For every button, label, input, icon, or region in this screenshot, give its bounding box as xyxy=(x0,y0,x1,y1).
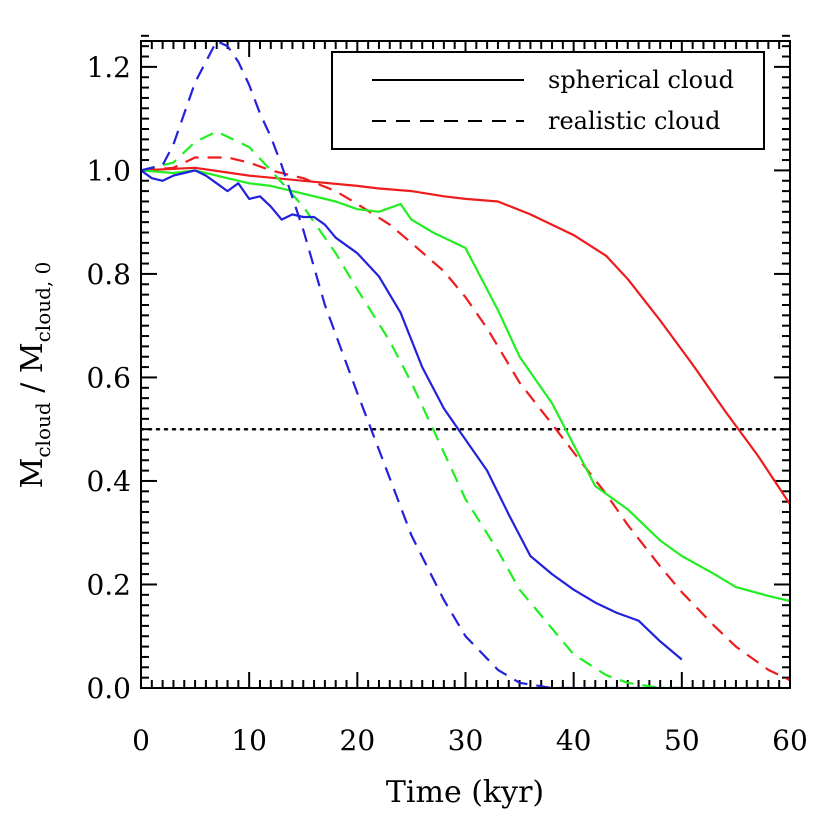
x-axis-label: Time (kyr) xyxy=(386,775,544,810)
series-line-1 xyxy=(141,156,790,682)
x-tick-label: 20 xyxy=(340,724,376,757)
y-tick-label: 0.4 xyxy=(86,465,131,498)
y-tick-label: 0.2 xyxy=(86,568,131,601)
x-tick-label: 10 xyxy=(231,724,267,757)
series-line-3 xyxy=(141,130,682,688)
series-line-2 xyxy=(141,169,790,603)
y-tick-label: 1.0 xyxy=(86,154,131,187)
y-label-sep: / M xyxy=(15,342,50,402)
legend-label-spherical: spherical cloud xyxy=(548,66,734,94)
tick-labels: 0 10 20 30 40 50 60 0.0 0.2 0.4 0.6 0.8 1.0 1.2 xyxy=(86,51,807,757)
x-tick-label: 60 xyxy=(772,724,808,757)
series-line-0 xyxy=(141,166,790,505)
y-tick-label: 0.0 xyxy=(86,672,131,705)
legend-label-realistic: realistic cloud xyxy=(548,107,720,135)
series-line-4 xyxy=(141,169,683,661)
y-tick-label: 1.2 xyxy=(86,51,131,84)
y-label-sub: cloud xyxy=(31,402,55,458)
x-tick-label: 40 xyxy=(556,724,592,757)
legend: spherical cloud realistic cloud xyxy=(331,51,765,150)
x-tick-label: 0 xyxy=(132,724,150,757)
y-label-main: M xyxy=(15,458,50,489)
y-axis-label: Mcloud / Mcloud, 0 xyxy=(15,262,55,489)
y-tick-label: 0.8 xyxy=(86,258,131,291)
series-layer xyxy=(141,41,790,688)
series-line-5 xyxy=(141,41,682,688)
x-tick-label: 50 xyxy=(664,724,700,757)
x-tick-label: 30 xyxy=(448,724,484,757)
y-label-sub2: cloud, 0 xyxy=(31,262,55,343)
plot-frame xyxy=(140,40,791,689)
legend-box xyxy=(331,51,765,150)
y-tick-label: 0.6 xyxy=(86,361,131,394)
